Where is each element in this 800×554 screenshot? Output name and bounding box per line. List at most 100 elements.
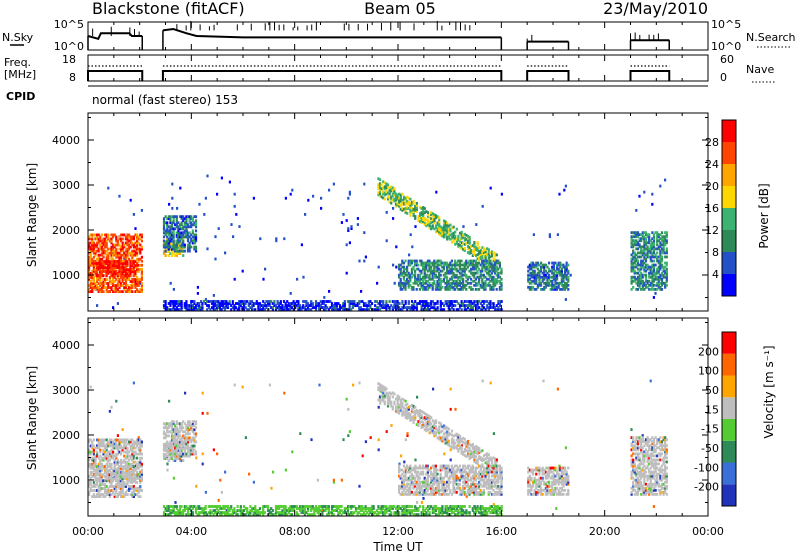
echo-cell (92, 280, 95, 283)
echo-cell (398, 395, 401, 399)
noise-right-tick-bottom: 10^0 (711, 40, 741, 53)
echo-cell (343, 306, 346, 309)
echo-cell (541, 287, 544, 291)
echo-cell (124, 440, 127, 444)
echo-cell (391, 192, 394, 196)
echo-cell (654, 247, 657, 251)
echo-cell (128, 450, 131, 454)
echo-cell (296, 277, 299, 281)
echo-cell (120, 237, 123, 241)
echo-cell (565, 273, 568, 277)
echo-cell (364, 304, 367, 307)
echo-cell (174, 446, 177, 450)
echo-cell (652, 245, 656, 249)
echo-cell (638, 275, 641, 279)
echo-cell (369, 304, 372, 307)
echo-cell (178, 242, 182, 245)
echo-cell (139, 442, 142, 446)
echo-cell (170, 223, 174, 227)
echo-cell (640, 261, 643, 265)
cpid-label: CPID (6, 90, 35, 103)
echo-cell (547, 261, 551, 265)
echo-cell (175, 457, 178, 460)
echo-cell (250, 308, 254, 311)
echo-cell (665, 249, 668, 253)
echo-cell (124, 270, 127, 274)
echo-cell (110, 475, 113, 479)
echo-cell (186, 215, 190, 219)
echo-cell (380, 394, 383, 398)
echo-cell (134, 260, 137, 264)
echo-cell (563, 269, 567, 273)
echo-cell (410, 407, 414, 411)
echo-cell (351, 302, 354, 305)
echo-cell (660, 237, 664, 241)
echo-cell (139, 233, 142, 237)
echo-cell (543, 277, 546, 281)
echo-cell (193, 436, 196, 440)
echo-cell (438, 230, 441, 234)
echo-cell (632, 263, 635, 267)
echo-cell (431, 263, 434, 267)
echo-cell (494, 277, 497, 281)
echo-cell (102, 479, 105, 483)
echo-cell (100, 274, 103, 278)
echo-cell (455, 283, 458, 287)
echo-cell (134, 227, 137, 230)
echo-cell (474, 267, 477, 271)
echo-cell (548, 235, 551, 239)
echo-cell (402, 271, 405, 275)
echo-cell (636, 235, 640, 239)
echo-cell (492, 277, 495, 281)
echo-cell (474, 300, 478, 303)
echo-cell (484, 252, 487, 256)
echo-cell (410, 275, 413, 279)
echo-cell (290, 302, 294, 305)
echo-cell (378, 389, 382, 393)
echo-cell (255, 300, 258, 303)
echo-cell (297, 304, 300, 307)
echo-cell (139, 476, 142, 480)
echo-cell (239, 300, 242, 303)
echo-cell (644, 259, 648, 263)
echo-cell (422, 208, 425, 211)
echo-cell (193, 239, 196, 243)
echo-cell (402, 269, 405, 273)
echo-cell (108, 491, 111, 494)
echo-cell (638, 263, 641, 267)
echo-cell (646, 265, 649, 269)
echo-cell (414, 281, 417, 285)
echo-cell (460, 271, 463, 275)
echo-cell (128, 271, 131, 275)
echo-cell (174, 445, 177, 448)
echo-cell (494, 252, 497, 256)
echo-cell (120, 438, 123, 442)
echo-cell (636, 241, 640, 245)
echo-cell (342, 302, 345, 305)
echo-cell (137, 476, 140, 480)
echo-cell (385, 387, 388, 391)
echo-cell (286, 306, 289, 309)
echo-cell (92, 249, 95, 253)
echo-cell (134, 241, 137, 245)
echo-cell (107, 290, 110, 293)
echo-cell (447, 234, 450, 238)
echo-cell (479, 308, 482, 311)
echo-cell (452, 271, 455, 275)
echo-cell (129, 444, 132, 448)
echo-cell (407, 302, 410, 305)
echo-cell (126, 454, 129, 458)
echo-cell (177, 444, 180, 448)
echo-cell (332, 308, 335, 311)
echo-cell (88, 263, 91, 267)
echo-cell (412, 304, 415, 307)
echo-cell (652, 269, 656, 273)
echo-cell (178, 300, 182, 303)
echo-cell (347, 434, 350, 438)
echo-cell (100, 251, 103, 255)
echo-cell (478, 250, 481, 254)
echo-cell (89, 481, 92, 484)
echo-cell (439, 285, 442, 289)
echo-cell (565, 285, 568, 289)
echo-cell (191, 308, 194, 311)
